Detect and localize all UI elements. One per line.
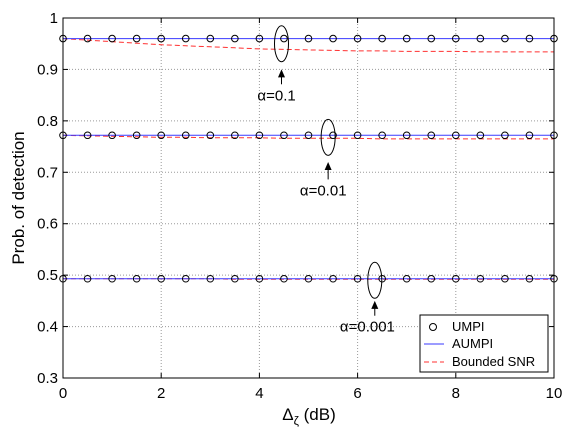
point-umpi: [132, 274, 141, 283]
point-umpi: [255, 131, 264, 140]
x-tick-label: 2: [157, 385, 165, 402]
y-tick-label: 0.6: [37, 216, 58, 233]
y-tick-label: 0.5: [37, 267, 58, 284]
point-umpi: [402, 34, 411, 43]
point-umpi: [83, 274, 92, 283]
point-umpi: [181, 274, 190, 283]
plot-frame: [62, 17, 555, 379]
point-umpi: [501, 131, 509, 140]
x-axis-title: Δζ (dB): [282, 405, 336, 428]
point-umpi: [181, 34, 190, 43]
point-umpi: [402, 274, 411, 283]
point-umpi: [452, 274, 460, 283]
point-umpi: [231, 131, 239, 140]
point-umpi: [525, 34, 534, 43]
ticks: 0 2 4 6 8 10 0.3 0.4 0.5 0.6 0.7 0.8 0.9 1: [37, 10, 562, 402]
point-umpi: [378, 131, 386, 140]
point-umpi: [231, 34, 239, 43]
series-line-bounded-snr: [62, 38, 554, 53]
legend-label-umpi: UMPI: [452, 319, 485, 334]
point-umpi: [525, 274, 534, 283]
point-umpi: [108, 274, 116, 283]
point-umpi: [329, 131, 337, 140]
annotation-label: α=0.1: [257, 87, 295, 104]
annotations: α=0.1 α=0.01 α=0.001: [257, 25, 395, 336]
legend-label-aumpi: AUMPI: [452, 336, 493, 351]
point-umpi: [280, 274, 288, 283]
legend: UMPI AUMPI Bounded SNR: [419, 314, 549, 373]
point-umpi: [157, 274, 165, 283]
x-tick-label: 4: [255, 385, 263, 402]
point-umpi: [206, 131, 215, 140]
point-umpi: [83, 34, 92, 43]
point-umpi: [329, 274, 337, 283]
point-umpi: [304, 131, 313, 140]
annotation-label: α=0.01: [300, 182, 347, 199]
point-umpi: [132, 34, 141, 43]
y-axis-title: Prob. of detection: [9, 131, 28, 264]
point-umpi: [476, 34, 485, 43]
point-umpi: [108, 131, 116, 140]
point-umpi: [427, 131, 436, 140]
y-tick-label: 0.3: [37, 370, 58, 387]
annotation-arrowhead: [371, 300, 379, 309]
point-umpi: [476, 274, 485, 283]
point-umpi: [353, 34, 362, 43]
point-umpi: [255, 274, 264, 283]
x-tick-label: 0: [59, 385, 67, 402]
point-umpi: [304, 34, 313, 43]
point-umpi: [206, 34, 215, 43]
point-umpi: [402, 131, 411, 140]
point-umpi: [157, 34, 165, 43]
point-umpi: [353, 131, 362, 140]
x-tick-label: 6: [353, 385, 361, 402]
y-tick-label: 0.4: [37, 319, 58, 336]
legend-label-bounded-snr: Bounded SNR: [452, 354, 535, 369]
point-umpi: [452, 34, 460, 43]
x-axis-title-subscript: ζ: [294, 414, 300, 428]
point-umpi: [427, 34, 436, 43]
annotation-ellipse: [367, 261, 383, 299]
point-umpi: [452, 131, 460, 140]
x-axis-title-main: Δ: [282, 405, 293, 424]
grid: [63, 18, 554, 378]
point-umpi: [353, 274, 362, 283]
annotation-ellipse: [320, 118, 336, 156]
legend-marker-umpi: [429, 323, 437, 331]
point-umpi: [501, 34, 509, 43]
annotation-arrowhead: [277, 69, 285, 78]
point-umpi: [378, 34, 386, 43]
point-umpi: [255, 34, 264, 43]
annotation-arrowhead: [324, 162, 332, 170]
y-tick-label: 0.9: [37, 61, 58, 78]
point-umpi: [501, 274, 509, 283]
x-tick-label: 10: [546, 385, 563, 402]
point-umpi: [329, 34, 337, 43]
point-umpi: [206, 274, 215, 283]
point-umpi: [231, 274, 239, 283]
point-umpi: [181, 131, 190, 140]
y-tick-label: 1: [50, 10, 58, 27]
annotation-label: α=0.001: [340, 319, 395, 336]
x-axis-title-unit: (dB): [299, 405, 336, 424]
point-umpi: [83, 131, 92, 140]
y-tick-label: 0.8: [37, 113, 58, 130]
series-layer: [59, 34, 558, 283]
point-umpi: [525, 131, 534, 140]
point-umpi: [157, 131, 165, 140]
x-tick-label: 8: [452, 385, 460, 402]
point-umpi: [132, 131, 141, 140]
point-umpi: [280, 131, 288, 140]
point-umpi: [476, 131, 485, 140]
annotation-ellipse: [273, 25, 289, 63]
point-umpi: [427, 274, 436, 283]
series-line-bounded-snr: [62, 134, 554, 140]
point-umpi: [304, 274, 313, 283]
y-tick-label: 0.7: [37, 164, 58, 181]
point-umpi: [108, 34, 116, 43]
point-umpi: [280, 34, 288, 43]
